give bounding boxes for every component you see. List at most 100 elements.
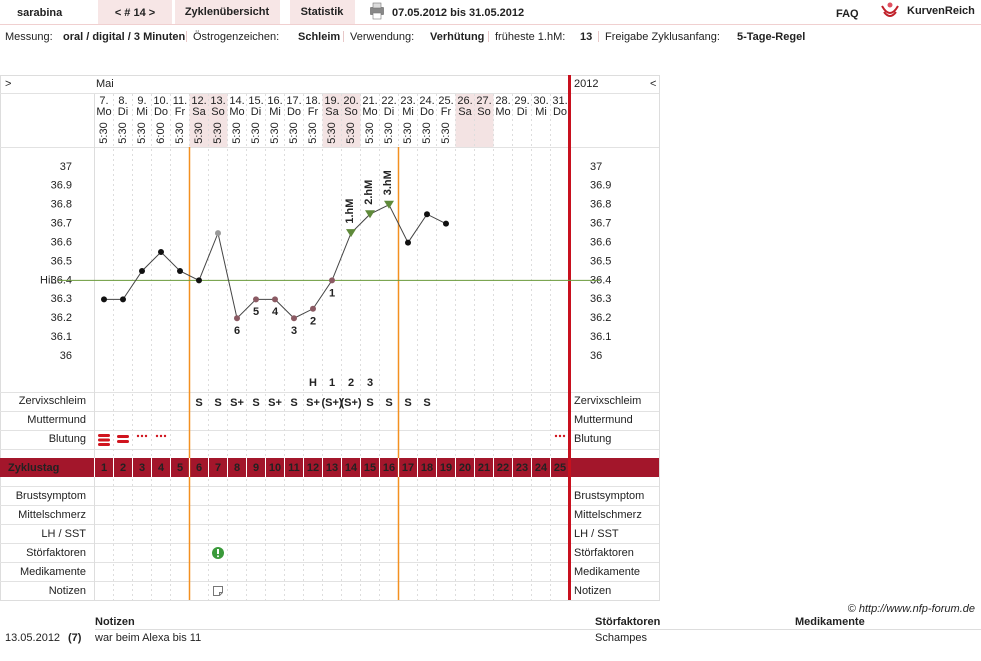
measure-time: 5:30: [231, 122, 243, 143]
weekday: Di: [517, 106, 527, 118]
day-number: 16.: [267, 95, 282, 107]
calendar-prev[interactable]: >: [5, 78, 11, 90]
cycle-day: 15: [364, 462, 376, 474]
temperature-point: [139, 267, 145, 274]
tab[interactable]: Statistik: [301, 6, 345, 18]
day-number: 10.: [153, 95, 168, 107]
day-number: 7.: [99, 95, 108, 107]
cycle-day: 19: [440, 462, 452, 474]
cycle-day: 12: [307, 462, 319, 474]
weekday: Fr: [308, 106, 319, 118]
measure-time: 5:30: [250, 122, 262, 143]
temperature-point: [329, 277, 335, 284]
nav-bg: [98, 0, 172, 24]
temperature-point: [120, 296, 126, 303]
high-label: 1.hM: [344, 199, 356, 224]
logo-text: KurvenReich: [907, 5, 975, 17]
temperature-point: [215, 230, 221, 237]
measure-time: 5:30: [383, 122, 395, 143]
row-label-right: LH / SST: [574, 528, 619, 540]
cervix-marker: 2: [348, 377, 354, 389]
day-number: 12.: [191, 95, 206, 107]
weekday: Sa: [192, 106, 206, 118]
measure-time: 5:30: [440, 122, 452, 143]
weekday: Mo: [362, 106, 377, 118]
cycle-nav[interactable]: < # 14 >: [115, 7, 155, 19]
cycle-day: 11: [288, 462, 300, 474]
day-number: 31.: [552, 95, 567, 107]
measure-time: 5:30: [402, 122, 414, 143]
y-tick-label-right: 36.5: [590, 255, 611, 267]
y-tick-label: 36.6: [51, 236, 72, 248]
temperature-point: [405, 239, 411, 246]
weekday: Di: [251, 106, 261, 118]
row-label-right: Zervixschleim: [574, 395, 641, 407]
row-label: Zervixschleim: [19, 395, 86, 407]
cycle-day: 14: [345, 462, 358, 474]
day-number: 20.: [343, 95, 358, 107]
weekday: Sa: [325, 106, 339, 118]
info-label: früheste 1.hM:: [495, 31, 565, 43]
zyklustag-label: Zyklustag: [8, 462, 59, 474]
cycle-day: 23: [516, 462, 528, 474]
y-tick-label-right: 36.4: [590, 274, 611, 286]
row-label: Störfaktoren: [26, 547, 86, 559]
cycle-day-bar: [0, 458, 659, 477]
tab-bg: [175, 0, 280, 24]
row-label: Muttermund: [27, 414, 86, 426]
y-tick-label-right: 36.2: [590, 312, 611, 324]
weekday: Do: [154, 106, 168, 118]
y-tick-label-right: 36.9: [590, 180, 611, 192]
temperature-point: [365, 210, 375, 219]
low-label: 5: [253, 306, 259, 318]
disturbance-icon[interactable]: [212, 547, 224, 559]
mucus-symbol: S: [366, 397, 373, 409]
day-number: 26.: [457, 95, 472, 107]
cycle-day: 5: [177, 462, 183, 474]
logo-icon[interactable]: [881, 2, 899, 17]
temperature-point: [346, 229, 356, 238]
cycle-day: 6: [196, 462, 202, 474]
cycle-day: 16: [383, 462, 395, 474]
cycle-day: 25: [554, 462, 566, 474]
measure-time: 5:30: [326, 122, 338, 143]
y-tick-label-right: 36.8: [590, 199, 611, 211]
weekend-cell: [474, 94, 494, 147]
day-number: 19.: [324, 95, 339, 107]
row-label-right: Muttermund: [574, 414, 633, 426]
y-tick-label: 37: [60, 161, 72, 173]
weekday: Mi: [269, 106, 281, 118]
row-label: Mittelschmerz: [18, 509, 86, 521]
weekday: Mi: [402, 106, 414, 118]
day-number: 9.: [137, 95, 146, 107]
calendar-next[interactable]: <: [650, 78, 656, 90]
y-tick-label: 36.3: [51, 293, 72, 305]
measure-time: 5:30: [136, 122, 148, 143]
temperature-point: [101, 296, 107, 303]
calendar-year: 2012: [574, 78, 598, 90]
faq-link[interactable]: FAQ: [836, 8, 859, 20]
row-label: Blutung: [49, 433, 86, 445]
printer-icon[interactable]: [370, 2, 384, 20]
tab-bg: [290, 0, 355, 24]
note-icon[interactable]: [213, 586, 223, 596]
weekend-cell: [189, 94, 209, 147]
weekday: So: [477, 106, 490, 118]
column-lines: [94, 94, 570, 600]
y-tick-label: 36.9: [51, 180, 72, 192]
cycle-day: 13: [326, 462, 338, 474]
weekday: Fr: [441, 106, 452, 118]
temperature-point: [272, 296, 278, 303]
day-number: 8.: [118, 95, 127, 107]
temperature-point: [291, 315, 297, 322]
weekend-shading: [189, 94, 494, 147]
row-label-right: Mittelschmerz: [574, 509, 642, 521]
weekday: Sa: [458, 106, 472, 118]
row-label-right: Blutung: [574, 433, 611, 445]
temperature-point: [234, 315, 240, 322]
day-number: 14.: [229, 95, 244, 107]
note-day: (7): [68, 632, 82, 644]
cycle-day: 9: [253, 462, 259, 474]
tab[interactable]: Zyklenübersicht: [185, 6, 270, 18]
measure-time: 5:30: [193, 122, 205, 143]
